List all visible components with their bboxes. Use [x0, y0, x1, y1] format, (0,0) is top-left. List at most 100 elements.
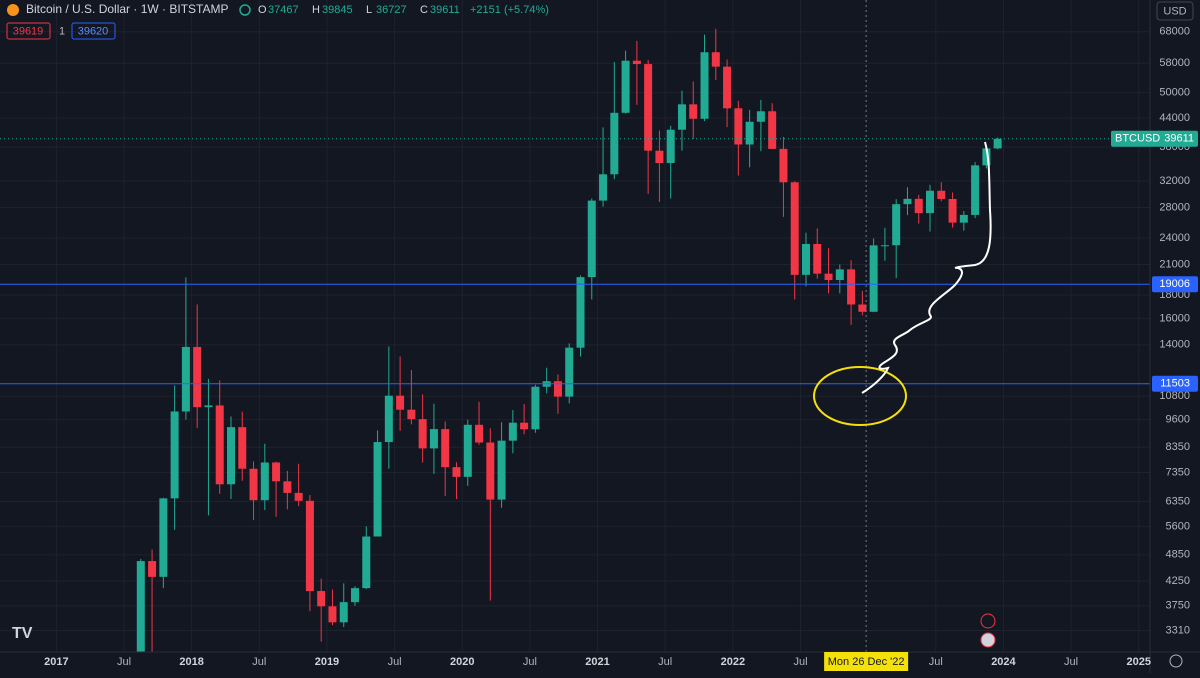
ohlc-value: 39845: [322, 4, 353, 16]
y-tick-label: 16000: [1159, 312, 1190, 324]
event-icon[interactable]: [980, 613, 996, 629]
hline-label-box: [1152, 375, 1198, 392]
candle-body: [531, 386, 540, 430]
y-tick-label: 50000: [1159, 87, 1190, 99]
bid-box[interactable]: [6, 22, 51, 40]
settings-icon[interactable]: [1169, 654, 1183, 668]
x-tick-label: Jul: [252, 656, 266, 668]
candle-body: [655, 150, 664, 164]
ohlc-label: O: [258, 4, 267, 16]
x-tick-label: Jul: [523, 656, 537, 668]
event-icon[interactable]: [980, 632, 996, 648]
candle-body: [249, 468, 258, 501]
candle-body: [632, 60, 641, 65]
currency: USD: [1163, 5, 1186, 17]
candle-body: [565, 347, 574, 397]
ask-box[interactable]: [71, 22, 116, 40]
candle-body: [396, 395, 405, 410]
candle-body: [553, 381, 562, 397]
currency-button[interactable]: [1156, 1, 1194, 21]
candle-body: [463, 424, 472, 477]
candle-body: [779, 148, 788, 183]
candle-body: [621, 60, 630, 113]
y-tick-label: 7350: [1166, 466, 1190, 478]
candle-body: [880, 245, 889, 247]
grid: [0, 0, 1150, 652]
candle-body: [475, 424, 484, 443]
candle-body: [294, 492, 303, 501]
ohlc-value: 36727: [376, 4, 407, 16]
drawn-arrow: [861, 141, 992, 394]
ohlc-value: 39611: [430, 4, 460, 16]
candle-body: [756, 111, 765, 122]
y-tick-label: 3310: [1166, 624, 1190, 636]
candle-body: [497, 440, 506, 500]
candle-body: [869, 245, 878, 312]
bid: 39619: [13, 25, 44, 37]
candle-body: [813, 243, 822, 274]
x-tick-label: 2017: [44, 656, 68, 668]
y-tick-label: 4250: [1166, 575, 1190, 587]
ohlc-label: H: [312, 4, 320, 16]
x-tick-label: Jul: [117, 656, 131, 668]
candle-body: [644, 64, 653, 151]
candle-body: [407, 409, 416, 420]
candle-body: [317, 591, 326, 607]
y-tick-label: 24000: [1159, 232, 1190, 244]
candle-body: [204, 405, 213, 408]
drawn-circle: [813, 366, 907, 426]
candle-body: [926, 190, 935, 214]
candle-body: [666, 129, 675, 164]
candle-body: [452, 467, 461, 477]
candle-body: [260, 462, 269, 501]
logo: TV: [12, 625, 33, 642]
candle-body: [339, 602, 348, 623]
candle-body: [700, 52, 709, 119]
candle-body: [959, 214, 968, 223]
x-tick-label: 2021: [585, 656, 609, 668]
candle-body: [610, 112, 619, 175]
candle-body: [486, 442, 495, 500]
candle-body: [948, 198, 957, 223]
candle-body: [903, 198, 912, 205]
y-tick-label: 3750: [1166, 600, 1190, 612]
x-tick-label: 2022: [721, 656, 745, 668]
candle-body: [351, 588, 360, 603]
candle-body: [723, 66, 732, 109]
candle-body: [418, 419, 427, 449]
candle-body: [159, 498, 168, 577]
change: +2151 (+5.74%): [470, 4, 549, 16]
candle-body: [599, 174, 608, 201]
candle-body: [892, 204, 901, 246]
candle-body: [362, 536, 371, 589]
y-tick-label: 10800: [1159, 390, 1190, 402]
x-tick-label: Jul: [1064, 656, 1078, 668]
crosshair-label-box: [824, 652, 909, 671]
candle-body: [677, 104, 686, 130]
candle-body: [711, 52, 720, 67]
x-tick-label: 2019: [315, 656, 339, 668]
y-tick-label: 5600: [1166, 520, 1190, 532]
status-dot: [239, 4, 251, 16]
candle-body: [373, 442, 382, 537]
candle-body: [689, 104, 698, 119]
y-tick-label: 68000: [1159, 26, 1190, 38]
x-tick-label: Jul: [793, 656, 807, 668]
x-tick-label: Jul: [388, 656, 402, 668]
candle-body: [576, 277, 585, 348]
price-value: 39611: [1164, 133, 1194, 145]
y-tick-label: 4850: [1166, 549, 1190, 561]
candle-body: [238, 427, 247, 469]
y-tick-label: 9600: [1166, 413, 1190, 425]
candle-body: [429, 429, 438, 449]
spread: 1: [59, 25, 65, 37]
x-tick-label: Jul: [658, 656, 672, 668]
price-symbol: BTCUSD: [1115, 133, 1160, 145]
candle-body: [508, 422, 517, 441]
y-tick-label: 6350: [1166, 495, 1190, 507]
hline-label-box: [1152, 276, 1198, 293]
x-tick-label: 2025: [1126, 656, 1150, 668]
